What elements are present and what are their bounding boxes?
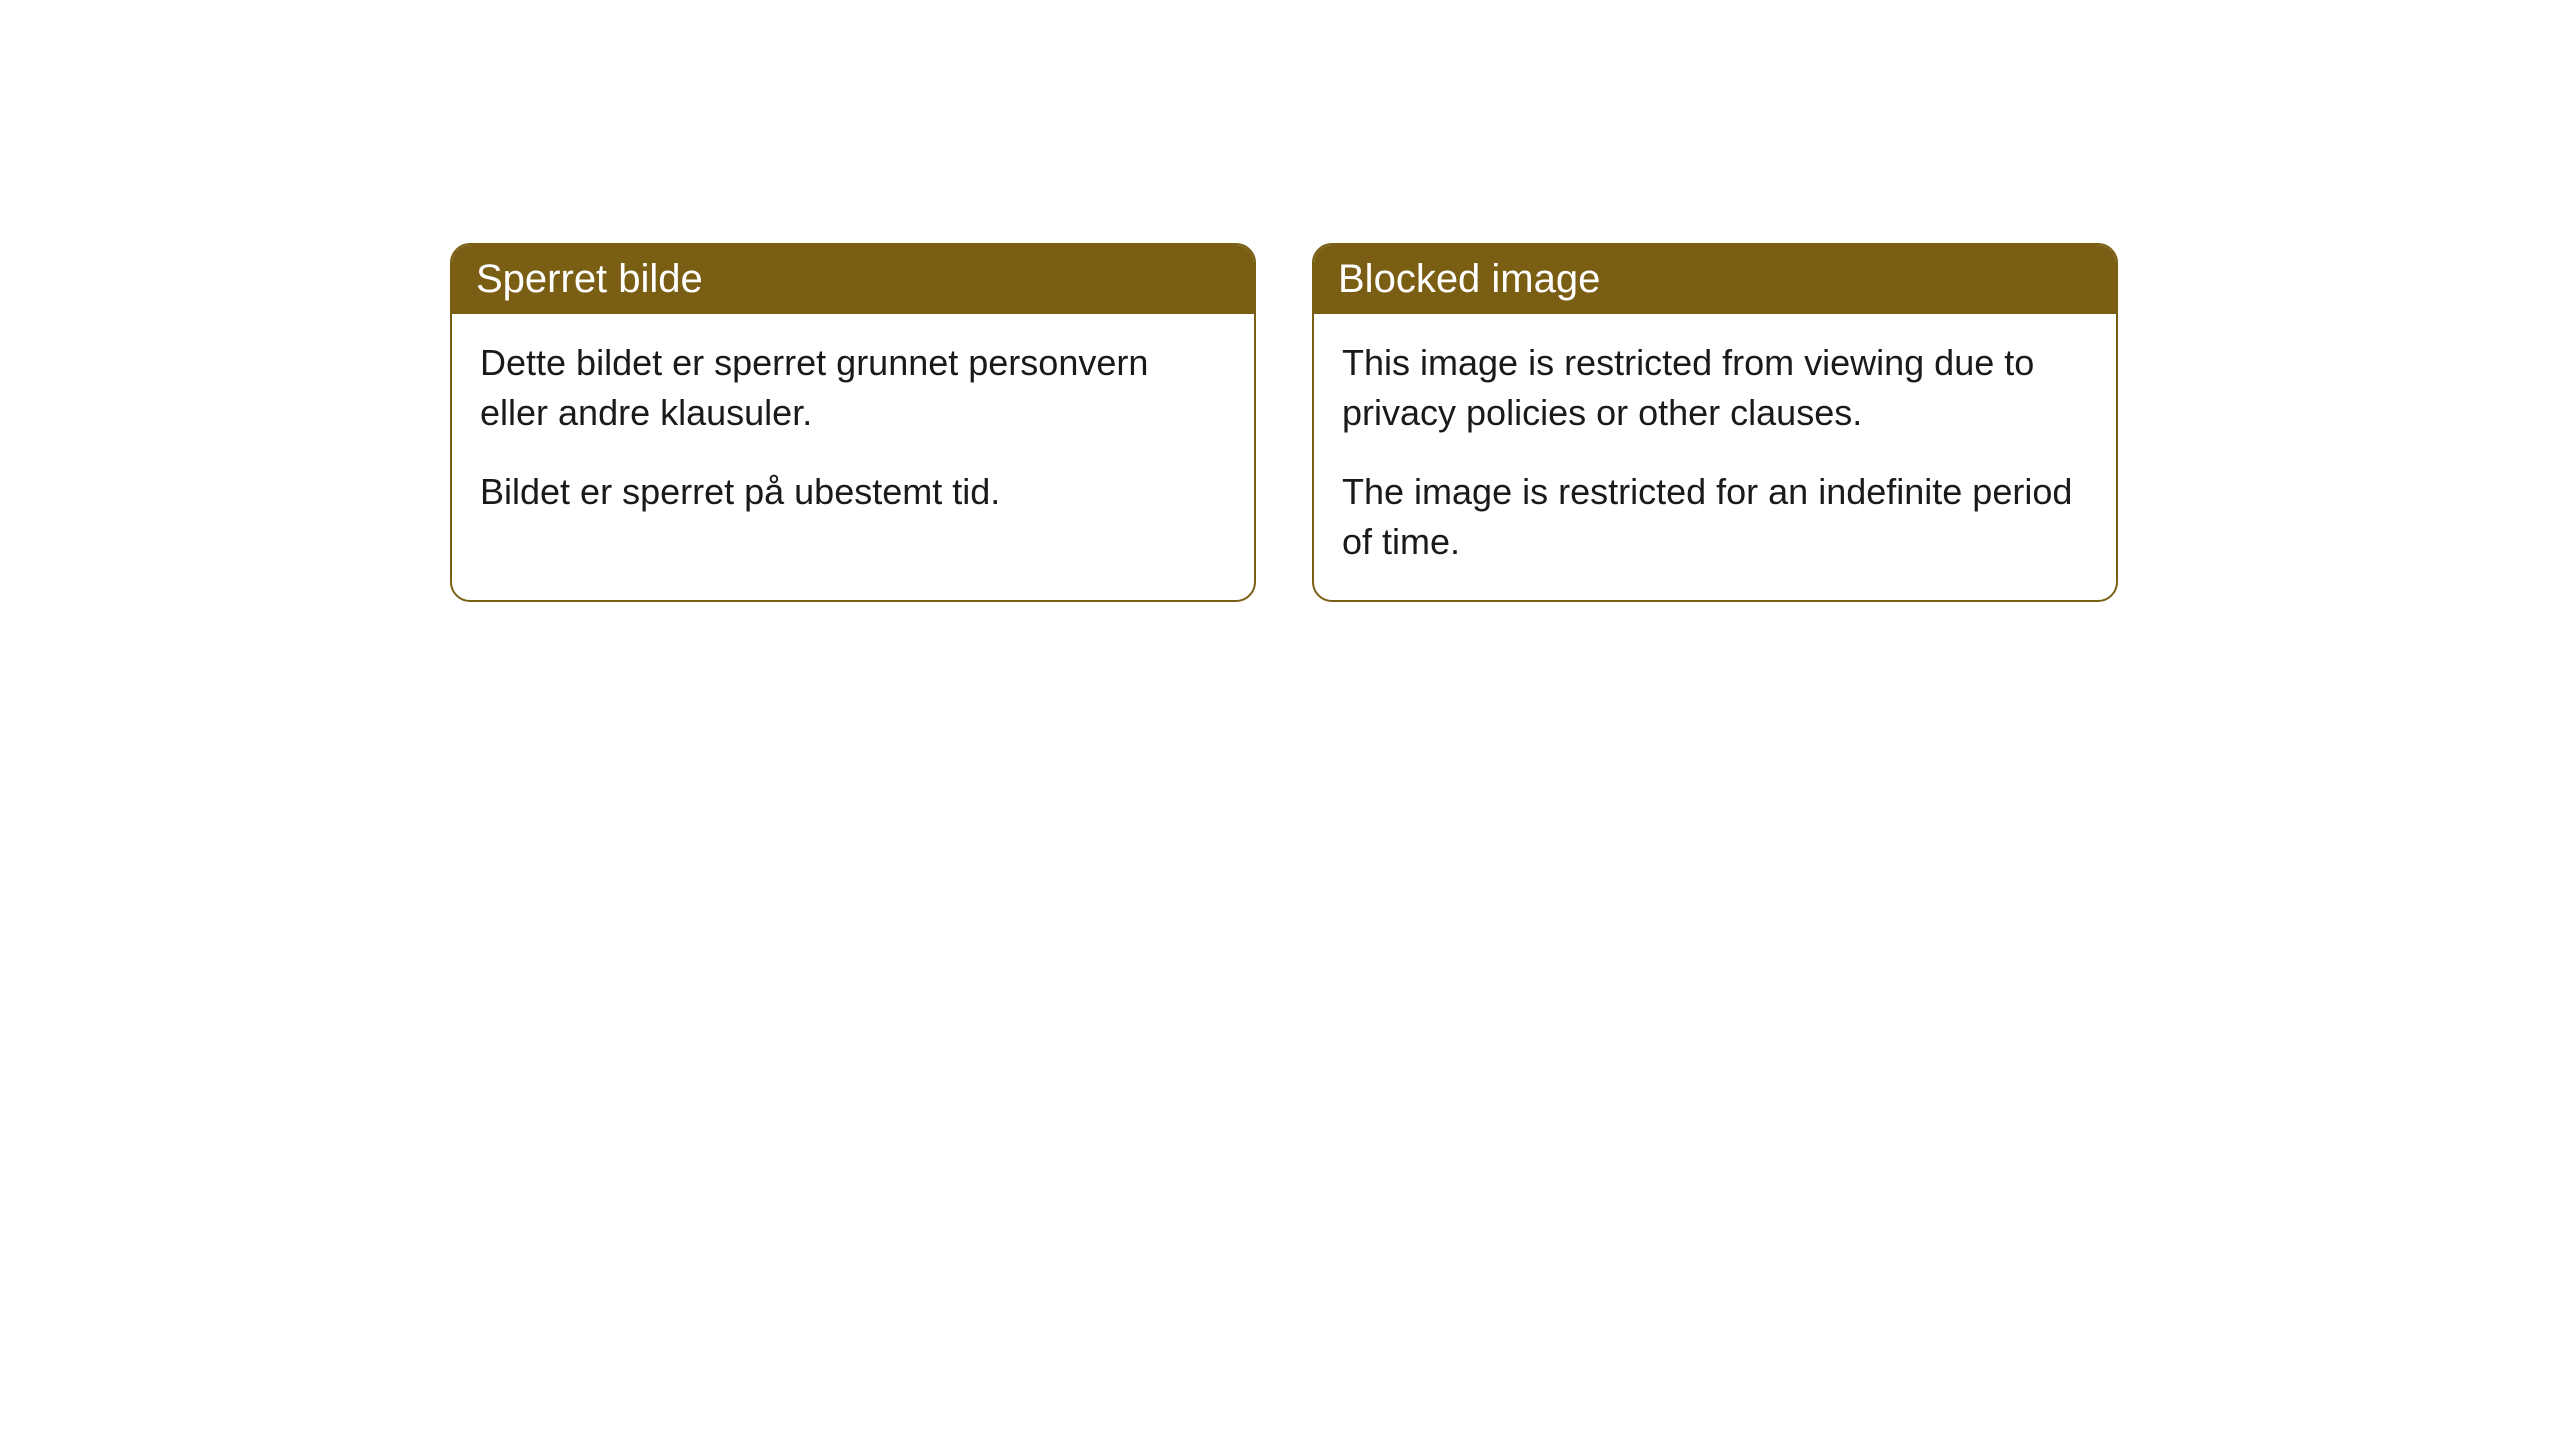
card-header-norwegian: Sperret bilde (452, 245, 1254, 314)
card-text-english-1: This image is restricted from viewing du… (1342, 338, 2088, 439)
blocked-image-card-norwegian: Sperret bilde Dette bildet er sperret gr… (450, 243, 1256, 602)
blocked-image-card-english: Blocked image This image is restricted f… (1312, 243, 2118, 602)
notice-cards-container: Sperret bilde Dette bildet er sperret gr… (0, 0, 2560, 602)
card-text-norwegian-2: Bildet er sperret på ubestemt tid. (480, 467, 1226, 517)
card-text-norwegian-1: Dette bildet er sperret grunnet personve… (480, 338, 1226, 439)
card-body-english: This image is restricted from viewing du… (1314, 314, 2116, 600)
card-header-english: Blocked image (1314, 245, 2116, 314)
card-body-norwegian: Dette bildet er sperret grunnet personve… (452, 314, 1254, 549)
card-text-english-2: The image is restricted for an indefinit… (1342, 467, 2088, 568)
